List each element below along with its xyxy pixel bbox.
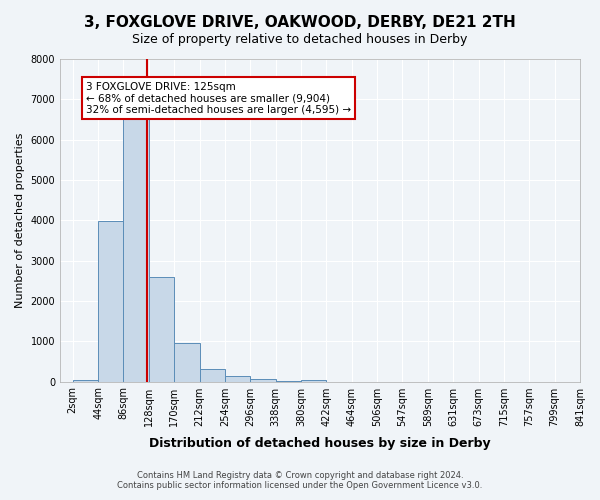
Bar bbox=[73, 380, 98, 382]
X-axis label: Distribution of detached houses by size in Derby: Distribution of detached houses by size … bbox=[149, 437, 491, 450]
Bar bbox=[149, 276, 174, 382]
Text: 3, FOXGLOVE DRIVE, OAKWOOD, DERBY, DE21 2TH: 3, FOXGLOVE DRIVE, OAKWOOD, DERBY, DE21 … bbox=[84, 15, 516, 30]
Text: Contains HM Land Registry data © Crown copyright and database right 2024.
Contai: Contains HM Land Registry data © Crown c… bbox=[118, 470, 482, 490]
Bar bbox=[225, 376, 250, 382]
Bar bbox=[98, 221, 124, 382]
Text: Size of property relative to detached houses in Derby: Size of property relative to detached ho… bbox=[133, 32, 467, 46]
Text: 3 FOXGLOVE DRIVE: 125sqm
← 68% of detached houses are smaller (9,904)
32% of sem: 3 FOXGLOVE DRIVE: 125sqm ← 68% of detach… bbox=[86, 82, 351, 115]
Bar bbox=[174, 343, 200, 382]
Y-axis label: Number of detached properties: Number of detached properties bbox=[15, 132, 25, 308]
Bar bbox=[124, 118, 149, 382]
Bar bbox=[301, 380, 326, 382]
Bar bbox=[250, 379, 275, 382]
Bar bbox=[200, 369, 225, 382]
